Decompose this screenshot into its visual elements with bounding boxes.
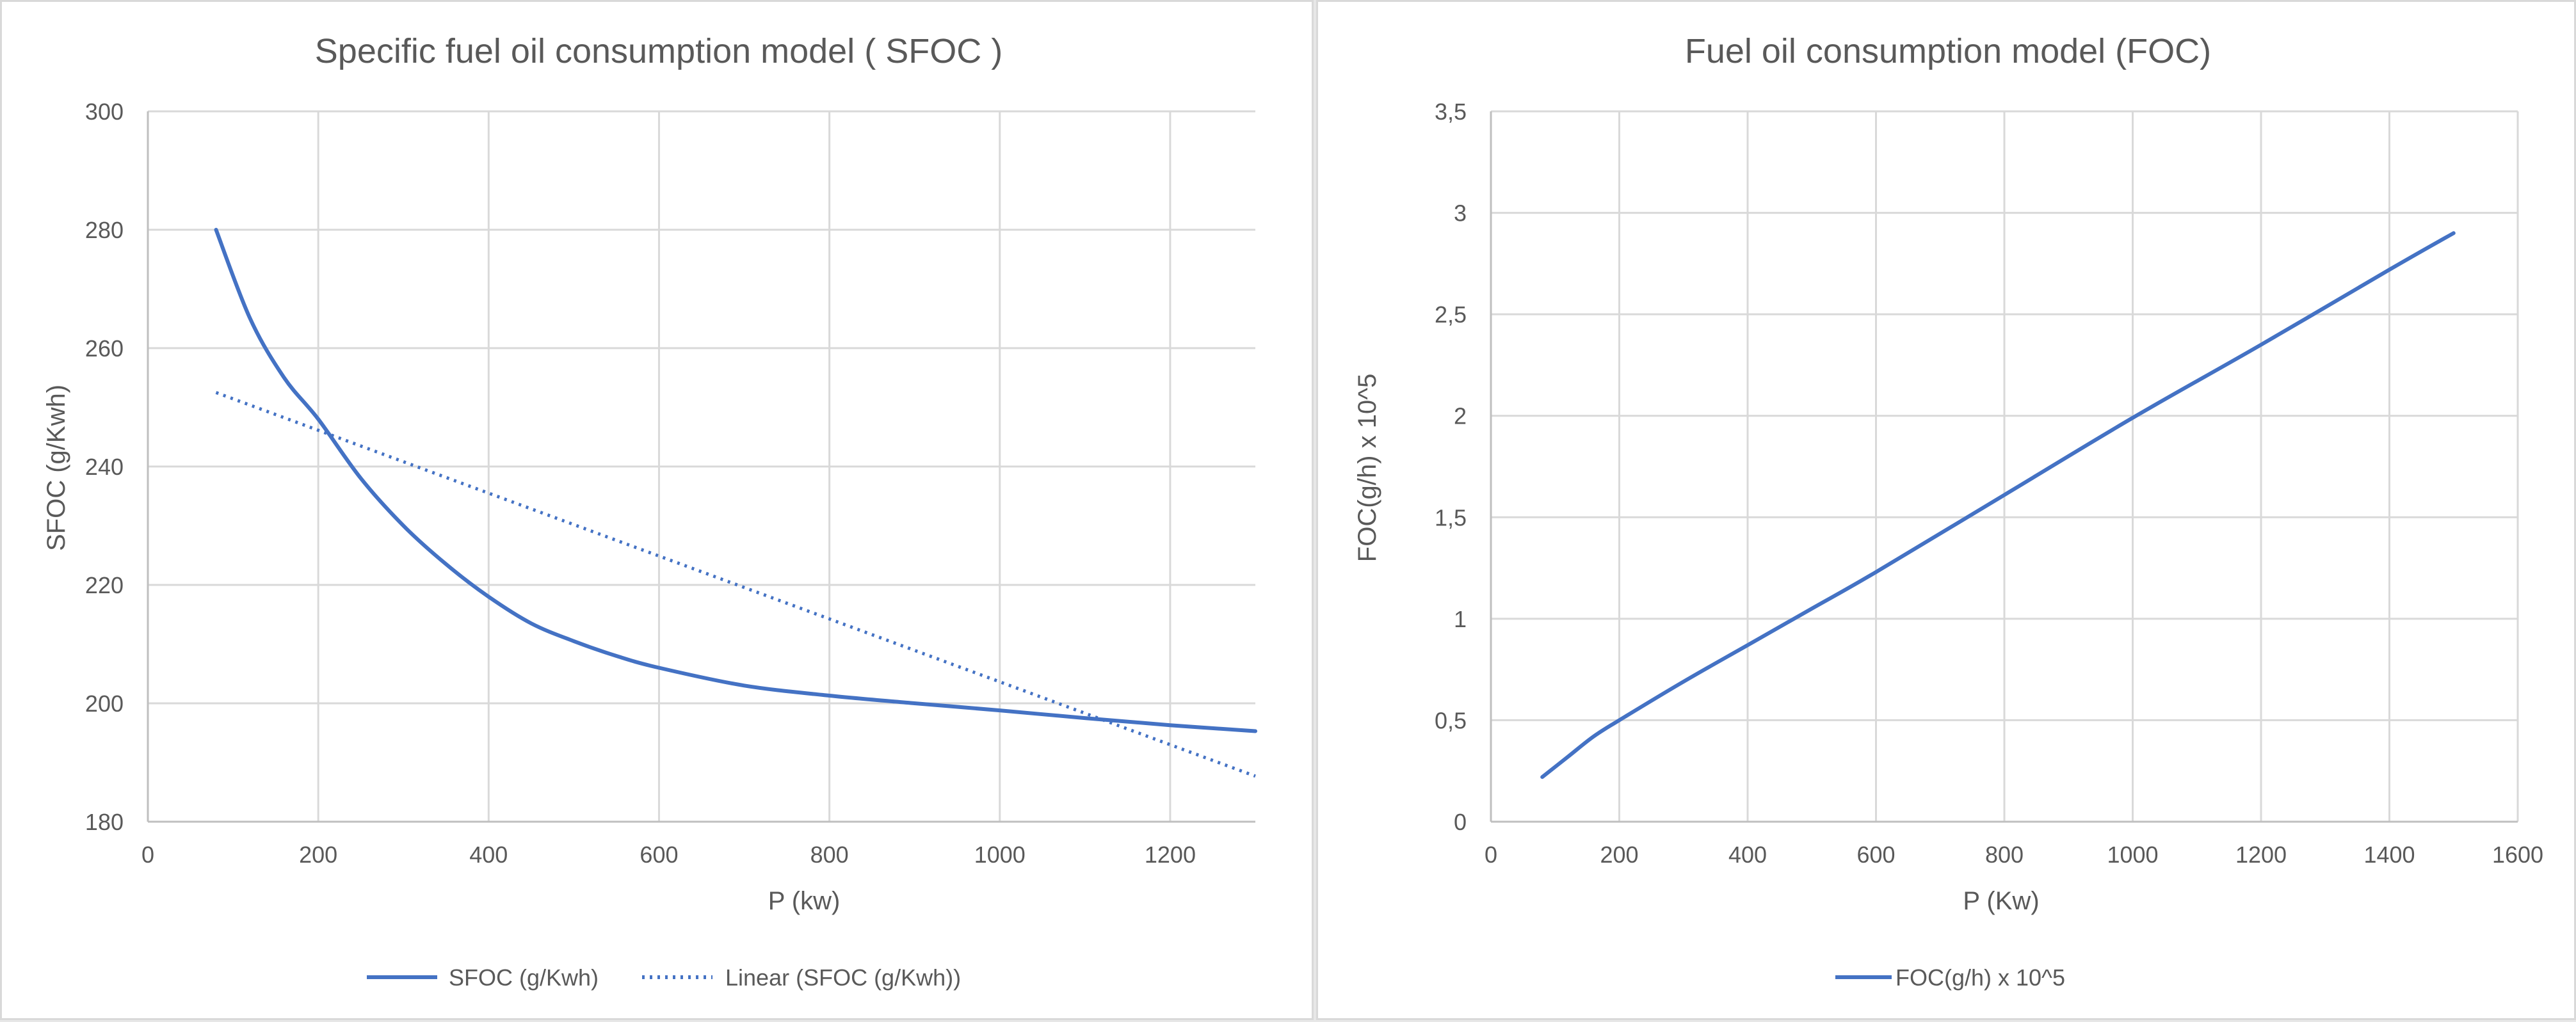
sfoc-legend-label-sfoc: SFOC (g/Kwh)	[449, 964, 599, 991]
sfoc-x-tick-label: 1200	[1145, 842, 1196, 868]
foc-x-axis-label: P (Kw)	[1963, 887, 2039, 915]
sfoc-chart: 180 200 220 240 260 280 300 0 200 400 600 800 1000 12…	[42, 32, 1257, 991]
foc-series-lines	[1540, 231, 2456, 779]
sfoc-legend: SFOC (g/Kwh) Linear (SFOC (g/Kwh))	[367, 964, 961, 991]
foc-x-tick-label: 0	[1485, 842, 1497, 868]
foc-tick-labels: 0 0,5 1 1,5 2 2,5 3 3,5 0 200 400 600 800 1000 1200 140…	[1435, 99, 2543, 868]
foc-x-tick-label: 1000	[2107, 842, 2158, 868]
chart-panel-foc: 0 0,5 1 1,5 2 2,5 3 3,5 0 200 400 600 800 1000 1200 140…	[1316, 0, 2576, 1020]
foc-y-tick-label: 3	[1454, 200, 1467, 227]
foc-legend-label: FOC(g/h) x 10^5	[1896, 964, 2065, 991]
sfoc-tick-labels: 180 200 220 240 260 280 300 0 200 400 600 800 1000 12…	[85, 99, 1196, 868]
foc-legend: FOC(g/h) x 10^5	[1835, 964, 2065, 991]
foc-y-tick-label: 2,5	[1435, 301, 1467, 328]
foc-x-tick-label: 800	[1985, 842, 2024, 868]
foc-x-tick-label: 1600	[2492, 842, 2543, 868]
foc-axes	[1490, 111, 2518, 823]
foc-x-tick-label: 600	[1856, 842, 1895, 868]
sfoc-x-tick-label: 200	[299, 842, 337, 868]
sfoc-y-axis-label: SFOC (g/Kwh)	[42, 385, 70, 551]
foc-y-tick-label: 1	[1454, 606, 1467, 632]
foc-x-tick-label: 400	[1728, 842, 1767, 868]
foc-gridlines	[1491, 110, 2519, 822]
sfoc-y-tick-label: 300	[85, 99, 124, 125]
sfoc-x-tick-label: 1000	[974, 842, 1026, 868]
sfoc-y-tick-label: 200	[85, 691, 124, 717]
foc-x-tick-label: 200	[1600, 842, 1638, 868]
foc-y-tick-label: 3,5	[1435, 99, 1467, 125]
foc-series-0-line	[1540, 231, 2456, 779]
sfoc-chart-title: Specific fuel oil consumption model ( SF…	[315, 32, 1002, 70]
sfoc-y-tick-label: 180	[85, 809, 124, 835]
sfoc-gridlines	[148, 110, 1255, 822]
sfoc-legend-label-linear: Linear (SFOC (g/Kwh))	[725, 964, 961, 991]
sfoc-axes	[147, 111, 1255, 823]
sfoc-x-axis-label: P (kw)	[768, 887, 841, 915]
sfoc-y-tick-label: 240	[85, 454, 124, 480]
foc-y-axis-label: FOC(g/h) x 10^5	[1353, 374, 1381, 562]
foc-chart-title: Fuel oil consumption model (FOC)	[1685, 32, 2211, 70]
foc-x-tick-label: 1400	[2363, 842, 2415, 868]
foc-y-tick-label: 1,5	[1435, 504, 1467, 531]
sfoc-y-tick-label: 220	[85, 572, 124, 598]
sfoc-x-tick-label: 600	[640, 842, 678, 868]
foc-x-tick-label: 1200	[2235, 842, 2287, 868]
foc-y-tick-label: 0,5	[1435, 707, 1467, 733]
sfoc-x-tick-label: 800	[810, 842, 849, 868]
sfoc-y-tick-label: 260	[85, 335, 124, 362]
sfoc-series-lines	[214, 228, 1257, 778]
foc-y-tick-label: 2	[1454, 403, 1467, 429]
foc-y-tick-label: 0	[1454, 809, 1467, 835]
foc-chart: 0 0,5 1 1,5 2 2,5 3 3,5 0 200 400 600 800 1000 1200 140…	[1353, 32, 2543, 991]
sfoc-x-tick-label: 0	[141, 842, 154, 868]
sfoc-x-tick-label: 400	[469, 842, 508, 868]
sfoc-y-tick-label: 280	[85, 217, 124, 243]
sfoc-series-0-line	[214, 228, 1257, 733]
sfoc-series-1-line	[215, 391, 1256, 778]
chart-panel-sfoc: 180 200 220 240 260 280 300 0 200 400 600 800 1000 12…	[0, 0, 1314, 1020]
